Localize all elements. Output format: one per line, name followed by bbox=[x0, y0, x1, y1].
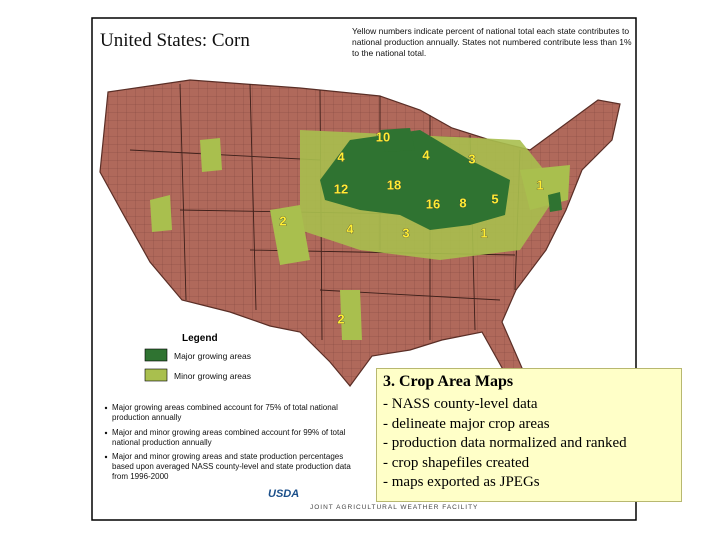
footnote: Major growing areas combined account for… bbox=[112, 403, 338, 422]
bullet-item: - delineate major crop areas bbox=[383, 415, 550, 432]
state-percent: 5 bbox=[491, 191, 498, 206]
bullet-list: - NASS county-level data - delineate majo… bbox=[383, 395, 675, 493]
state-percent: 10 bbox=[376, 129, 390, 144]
text-box: 3. Crop Area Maps - NASS county-level da… bbox=[376, 368, 682, 502]
state-percent: 12 bbox=[334, 181, 348, 196]
logo: USDA bbox=[268, 488, 300, 500]
state-percent: 3 bbox=[402, 225, 409, 240]
state-percent: 8 bbox=[459, 195, 466, 210]
legend-title: Legend bbox=[182, 333, 218, 344]
map-note: Yellow numbers indicate percent of natio… bbox=[352, 26, 632, 58]
credit: JOINT AGRICULTURAL WEATHER FACILITY bbox=[310, 504, 479, 511]
state-percent: 3 bbox=[468, 151, 475, 166]
legend-item: Major growing areas bbox=[174, 351, 252, 361]
state-percent: 1 bbox=[480, 225, 487, 240]
bullet-item: - NASS county-level data bbox=[383, 396, 538, 412]
state-percent: 2 bbox=[279, 213, 286, 228]
legend-swatches bbox=[144, 348, 168, 382]
footnote: Major and minor growing areas combined a… bbox=[112, 428, 346, 447]
state-percent: 16 bbox=[426, 196, 440, 211]
state-percent: 4 bbox=[422, 147, 430, 162]
state-percent: 4 bbox=[346, 221, 354, 236]
legend-item: Minor growing areas bbox=[174, 371, 252, 381]
bullet-item: - maps exported as JPEGs bbox=[383, 474, 540, 490]
bullet-item: - crop shapefiles created bbox=[383, 454, 530, 471]
bullet-item: - production data normalized and ranked bbox=[383, 435, 627, 451]
map-title: United States: Corn bbox=[100, 30, 250, 51]
state-percent: 1 bbox=[536, 177, 543, 192]
state-percent: 18 bbox=[387, 177, 401, 192]
state-percent: 4 bbox=[337, 149, 345, 164]
state-percent: 2 bbox=[337, 311, 344, 326]
text-box-title: 3. Crop Area Maps bbox=[383, 373, 514, 390]
major-growing-areas bbox=[320, 128, 562, 230]
footnote: Major and minor growing areas and state … bbox=[112, 452, 351, 481]
footnote-bullets bbox=[104, 406, 108, 459]
